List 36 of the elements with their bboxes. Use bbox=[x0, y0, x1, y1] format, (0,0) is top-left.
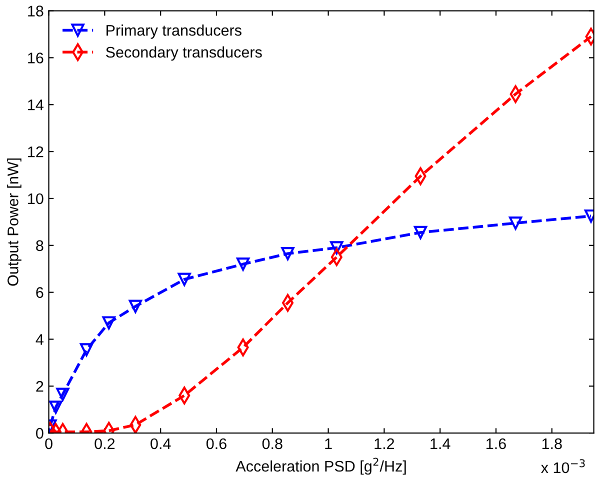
y-tick-label: 10 bbox=[28, 193, 44, 204]
point bbox=[128, 300, 142, 313]
point bbox=[80, 343, 94, 356]
y-tick-label: 16 bbox=[28, 52, 44, 64]
point bbox=[56, 388, 70, 401]
y-tick-label: 6 bbox=[36, 287, 44, 298]
legend-label: Primary transducers bbox=[106, 24, 242, 39]
x-tick-label: 0 bbox=[45, 438, 52, 450]
y-axis-title: Output Power [nW] bbox=[7, 158, 22, 286]
point bbox=[49, 400, 62, 414]
x-tick-label: 0.8 bbox=[262, 438, 282, 450]
y-tick-label: 18 bbox=[28, 6, 44, 16]
x-tick-label: 0.4 bbox=[150, 438, 171, 450]
x-tick-label: 0.6 bbox=[206, 438, 226, 450]
y-tick-label: 0 bbox=[36, 428, 44, 439]
point bbox=[178, 272, 191, 286]
point bbox=[330, 241, 344, 254]
x-tick-label: 1 bbox=[325, 438, 332, 449]
legend-label: Secondary transducers bbox=[106, 46, 262, 61]
x-axis-title: Acceleration PSD [g$^{2}$/Hz] bbox=[236, 458, 406, 475]
x-tick-label: 1.2 bbox=[374, 438, 394, 449]
point bbox=[281, 247, 294, 260]
point bbox=[102, 316, 116, 330]
point bbox=[414, 226, 428, 240]
point bbox=[236, 258, 250, 271]
y-tick-label: 12 bbox=[28, 146, 44, 158]
x-tick-label: 1.6 bbox=[486, 438, 506, 450]
y-tick-label: 8 bbox=[36, 240, 44, 252]
x-tick-label: 0.2 bbox=[94, 438, 115, 450]
y-tick-label: 14 bbox=[28, 100, 44, 110]
y-tick-label: 4 bbox=[36, 334, 44, 345]
x-tick-label: 1.8 bbox=[542, 438, 562, 450]
point bbox=[508, 216, 522, 230]
y-tick-label: 2 bbox=[36, 381, 44, 392]
text: x 10$^{−3}$ bbox=[541, 459, 585, 474]
x-tick-label: 1.4 bbox=[430, 438, 450, 449]
